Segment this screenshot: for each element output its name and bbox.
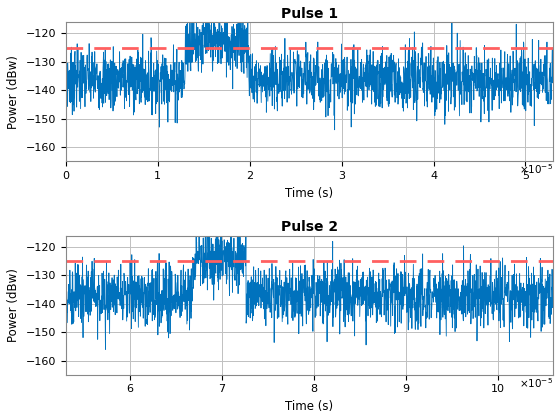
Y-axis label: Power (dBw): Power (dBw) [7, 268, 20, 342]
X-axis label: Time (s): Time (s) [286, 186, 333, 199]
Text: $\times10^{-5}$: $\times10^{-5}$ [519, 376, 553, 390]
X-axis label: Time (s): Time (s) [286, 400, 333, 413]
Title: Pulse 2: Pulse 2 [281, 220, 338, 234]
Y-axis label: Power (dBw): Power (dBw) [7, 55, 20, 129]
Title: Pulse 1: Pulse 1 [281, 7, 338, 21]
Text: $\times10^{-5}$: $\times10^{-5}$ [519, 163, 553, 176]
